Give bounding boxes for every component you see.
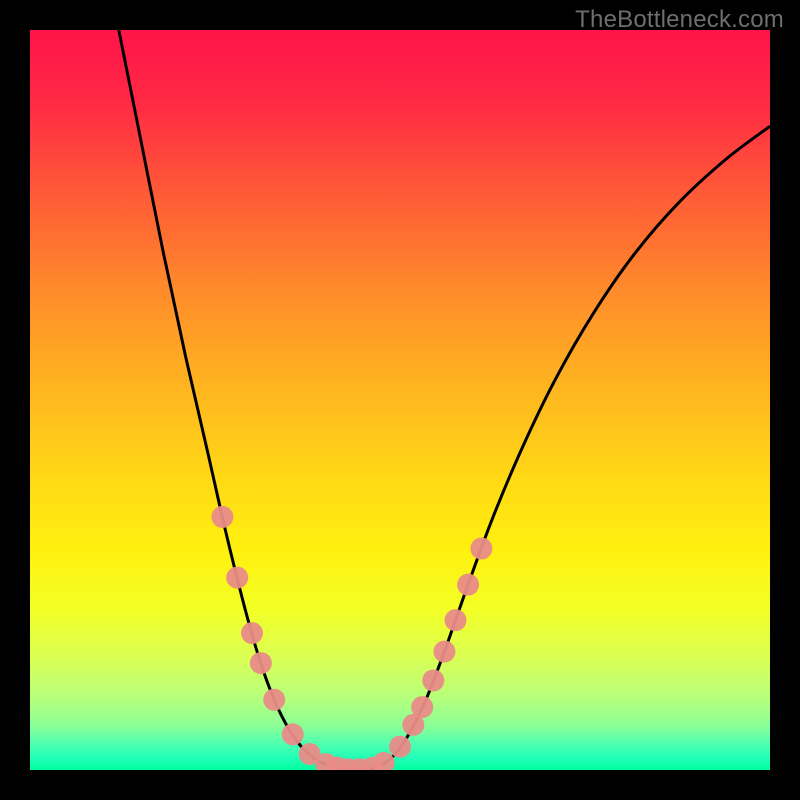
data-marker (241, 622, 263, 644)
data-marker (389, 736, 411, 758)
watermark-text: TheBottleneck.com (575, 6, 784, 34)
data-marker (457, 574, 479, 596)
chart-svg (0, 0, 800, 800)
data-marker (226, 567, 248, 589)
data-marker (445, 609, 467, 631)
data-marker (211, 506, 233, 528)
data-marker (433, 641, 455, 663)
chart-frame: TheBottleneck.com (0, 0, 800, 800)
data-marker (282, 723, 304, 745)
data-marker (263, 689, 285, 711)
data-marker (411, 696, 433, 718)
data-marker (250, 652, 272, 674)
data-marker (470, 538, 492, 560)
data-marker (422, 669, 444, 691)
